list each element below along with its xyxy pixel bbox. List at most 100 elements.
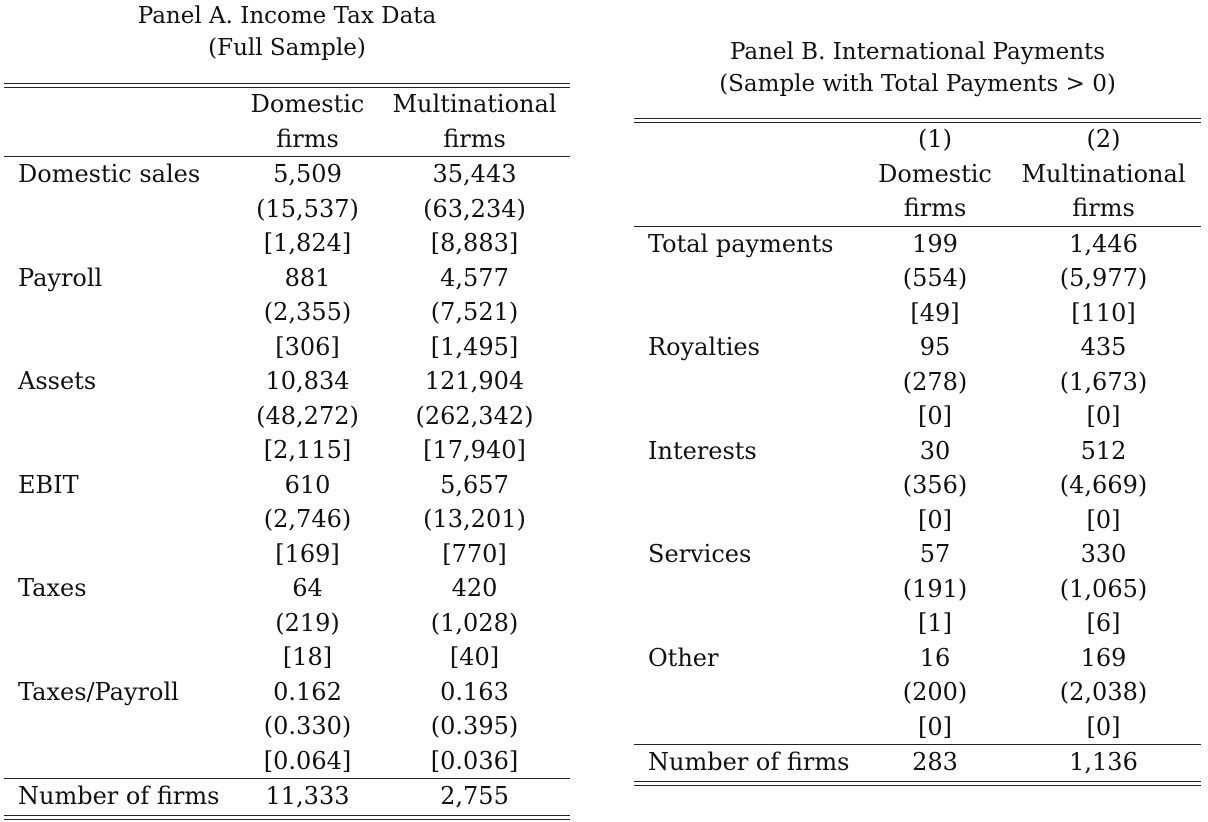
- table-row: Services 57 330: [634, 537, 1201, 572]
- median-cell: [6]: [1086, 609, 1121, 637]
- median-cell: [17,940]: [423, 436, 526, 464]
- mean-cell: 420: [451, 574, 498, 602]
- panel-b-footer-col2: 1,136: [1069, 748, 1138, 776]
- table-row: (278) (1,673): [634, 365, 1201, 400]
- sd-cell: (262,342): [415, 401, 534, 430]
- table-row: Number of firms 283 1,136: [634, 745, 1201, 780]
- empty-cell: [634, 261, 864, 296]
- empty-cell: [634, 296, 864, 331]
- table-row: (2,746) (13,201): [4, 502, 570, 537]
- panel-a-header-col1-line2: firms: [276, 124, 339, 153]
- sd-cell: (1,065): [1059, 574, 1148, 603]
- mean-cell: 95: [919, 333, 951, 361]
- empty-cell: [634, 675, 864, 710]
- row-label: Interests: [648, 436, 757, 465]
- row-label: Royalties: [648, 333, 760, 361]
- table-row: [0] [0]: [634, 710, 1201, 745]
- mean-cell: 57: [919, 540, 951, 568]
- empty-cell: [4, 226, 236, 261]
- mean-cell: 199: [912, 229, 958, 258]
- panel-a: Panel A. Income Tax Data (Full Sample) D…: [4, 0, 570, 820]
- table-row: Royalties 95 435: [634, 330, 1201, 365]
- median-cell: [0.064]: [263, 746, 352, 775]
- panel-a-header-table: Domestic Multinational firms firms: [4, 87, 570, 156]
- sd-cell: (200): [902, 678, 968, 706]
- sd-cell: (191): [902, 574, 968, 603]
- panel-b: Panel B. International Payments (Sample …: [634, 36, 1201, 786]
- panel-a-footer-col2: 2,755: [440, 782, 509, 810]
- table-row: [0] [0]: [634, 503, 1201, 538]
- median-cell: [8,883]: [430, 229, 519, 257]
- median-cell: [0]: [1086, 712, 1121, 741]
- mean-cell: 330: [1080, 540, 1127, 568]
- table-row: Other 16 169: [634, 641, 1201, 676]
- table-row: (0.330) (0.395): [4, 709, 570, 744]
- table-row: [306] [1,495]: [4, 330, 570, 365]
- table-row: (48,272) (262,342): [4, 399, 570, 434]
- panel-b-title-line1: Panel B. International Payments: [729, 39, 1106, 65]
- empty-cell: [4, 399, 236, 434]
- table-row: [49] [110]: [634, 296, 1201, 331]
- median-cell: [1,824]: [263, 229, 352, 257]
- mean-cell: 4,577: [440, 263, 509, 292]
- table-row: Interests 30 512: [634, 434, 1201, 469]
- panel-b-footer-label: Number of firms: [648, 748, 850, 776]
- panel-b-body-table: Total payments 199 1,446 (554) (5,977) [49] [1…: [634, 227, 1201, 745]
- panel-a-header-col1-line1: Domestic: [250, 90, 365, 118]
- mean-cell: 64: [292, 574, 323, 602]
- empty-cell: [634, 572, 864, 607]
- table-row: Taxes 64 420: [4, 571, 570, 606]
- panel-b-bottom-rule: [634, 780, 1201, 786]
- median-cell: [306]: [275, 332, 340, 361]
- sd-cell: (2,038): [1059, 678, 1148, 706]
- mean-cell: 512: [1080, 436, 1127, 465]
- panel-a-footer-col1: 11,333: [265, 782, 350, 810]
- mean-cell: 35,443: [432, 160, 517, 188]
- row-label: Domestic sales: [18, 160, 201, 188]
- sd-cell: (356): [902, 471, 968, 499]
- median-cell: [770]: [442, 539, 507, 568]
- median-cell: [1,495]: [430, 332, 519, 361]
- empty-cell: [4, 502, 236, 537]
- mean-cell: 121,904: [424, 367, 525, 395]
- panel-b-title: Panel B. International Payments (Sample …: [634, 36, 1201, 100]
- median-cell: [110]: [1071, 298, 1136, 327]
- sd-cell: (63,234): [423, 194, 526, 223]
- panel-b-header-rule: [634, 225, 1201, 227]
- panel-a-footer-table: Number of firms 11,333 2,755: [4, 779, 570, 814]
- table-row: [1,824] [8,883]: [4, 226, 570, 261]
- median-cell: [1]: [918, 609, 952, 637]
- table-row: [18] [40]: [4, 640, 570, 675]
- table-row: [2,115] [17,940]: [4, 433, 570, 468]
- panel-a-footer-label: Number of firms: [18, 782, 220, 810]
- row-label: Total payments: [648, 229, 834, 258]
- sd-cell: (278): [902, 367, 968, 396]
- empty-cell: [4, 433, 236, 468]
- median-cell: [0]: [918, 402, 952, 430]
- mean-cell: 10,834: [265, 367, 350, 395]
- empty-cell: [634, 710, 864, 745]
- panel-b-header-col2-line1: Multinational: [1021, 159, 1186, 188]
- row-label: EBIT: [18, 470, 79, 499]
- table-row: (554) (5,977): [634, 261, 1201, 296]
- panel-a-title-line2: (Full Sample): [208, 35, 366, 61]
- sd-cell: (5,977): [1059, 264, 1148, 292]
- table-row: (219) (1,028): [4, 606, 570, 641]
- panel-a-header-rule: [4, 156, 570, 157]
- sd-cell: (7,521): [430, 298, 519, 326]
- mean-cell: 610: [284, 470, 331, 499]
- row-label: Other: [648, 643, 719, 672]
- mean-cell: 1,446: [1069, 229, 1138, 258]
- panel-b-footer-col1: 283: [912, 748, 958, 776]
- sd-cell: (48,272): [256, 401, 359, 430]
- row-label: Taxes/Payroll: [18, 677, 179, 706]
- panel-a-header-col2-line1: Multinational: [392, 90, 557, 118]
- sd-cell: (15,537): [256, 194, 359, 223]
- panel-a-title-line1: Panel A. Income Tax Data: [137, 3, 437, 29]
- table-row: Domestic sales 5,509 35,443: [4, 157, 570, 192]
- median-cell: [40]: [449, 643, 500, 671]
- median-cell: [0]: [918, 712, 952, 741]
- empty-cell: [4, 709, 236, 744]
- table-row: Payroll 881 4,577: [4, 261, 570, 296]
- median-cell: [0]: [918, 505, 952, 534]
